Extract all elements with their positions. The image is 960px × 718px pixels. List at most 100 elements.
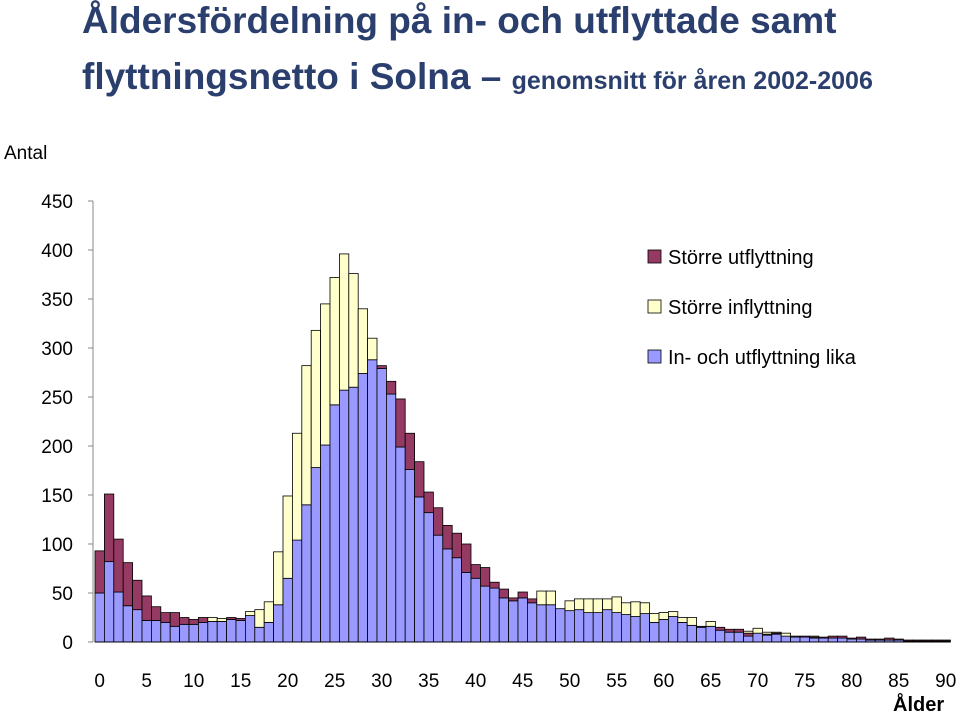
bar-segment — [470, 577, 481, 643]
legend-swatch — [647, 349, 662, 364]
bar-segment — [169, 625, 180, 643]
bar-segment — [254, 609, 265, 628]
bar-segment — [357, 373, 369, 643]
x-tick-label: 40 — [465, 671, 486, 692]
bar-segment — [527, 598, 538, 604]
bar-segment — [536, 604, 547, 643]
x-tick-label: 5 — [141, 671, 152, 692]
bar-segment — [132, 609, 143, 643]
bar-segment — [574, 598, 585, 611]
bar-segment — [197, 617, 209, 623]
bar-segment — [348, 273, 359, 388]
bar-segment — [113, 538, 124, 593]
x-tick-label: 50 — [559, 671, 580, 692]
bar-segment — [414, 496, 425, 643]
bar-segment — [545, 590, 557, 606]
bar-segment — [404, 469, 416, 643]
bar-segment — [432, 534, 444, 643]
bar-segment — [451, 557, 463, 643]
bar-segment — [244, 615, 256, 643]
bar-segment — [442, 524, 453, 550]
bar-segment — [442, 548, 453, 643]
y-tick-label: 0 — [62, 633, 73, 654]
bar-segment — [329, 404, 340, 643]
bar-segment — [94, 592, 105, 643]
bar-segment — [611, 596, 622, 613]
bar-segment — [113, 591, 124, 643]
y-axis-label: Antal — [4, 143, 48, 164]
y-tick-label: 50 — [52, 584, 73, 605]
x-tick-label: 70 — [747, 671, 768, 692]
y-tick-label: 450 — [41, 192, 73, 213]
bar-segment — [893, 638, 904, 641]
bar-segment — [320, 444, 331, 643]
bar-segment — [621, 614, 632, 643]
bar-segment — [639, 602, 651, 614]
bar-segment — [432, 507, 444, 536]
bar-segment — [489, 587, 500, 643]
bar-segment — [132, 579, 143, 611]
bar-segment — [837, 635, 848, 639]
bar-segment — [743, 635, 754, 643]
bar-segment — [696, 625, 707, 628]
bar-segment — [367, 337, 378, 361]
bar-segment — [329, 277, 340, 406]
bar-segment — [827, 635, 839, 639]
bar-segment — [479, 567, 491, 587]
bar-segment — [461, 572, 472, 643]
bar-segment — [771, 633, 782, 643]
bar-segment — [799, 635, 810, 638]
bar-segment — [141, 620, 152, 643]
x-tick-label: 30 — [371, 671, 392, 692]
bar-segment — [536, 590, 547, 606]
bar-segment — [94, 550, 105, 594]
bar-segment — [451, 532, 463, 559]
bar-segment — [611, 612, 622, 643]
bar-segment — [846, 637, 857, 640]
bar-segment — [376, 365, 387, 369]
bar-segment — [122, 605, 133, 643]
x-tick-label: 35 — [418, 671, 439, 692]
bar-segment — [818, 636, 829, 639]
bar-segment — [207, 621, 218, 643]
bar-segment — [752, 632, 763, 643]
bar-segment — [395, 446, 406, 643]
bar-segment — [197, 622, 209, 643]
chart-title-dash: – — [480, 56, 502, 97]
bar-segment — [282, 495, 293, 579]
bar-segment — [752, 627, 763, 634]
bar-segment — [912, 639, 923, 642]
y-tick-label: 400 — [41, 241, 73, 262]
bar-segment — [780, 632, 792, 637]
bar-segment — [527, 602, 538, 643]
bar-segment — [414, 461, 425, 498]
bar-segment — [658, 619, 669, 643]
bar-segment — [574, 609, 585, 643]
bar-segment — [235, 620, 246, 643]
bar-segment — [658, 612, 669, 620]
bar-segment — [517, 597, 528, 643]
legend-label: Större inflyttning — [668, 297, 813, 319]
bar-segment — [677, 617, 688, 623]
bar-segment — [244, 611, 256, 616]
bar-segment — [630, 616, 641, 643]
x-tick-label: 55 — [606, 671, 627, 692]
y-tick-label: 150 — [41, 486, 73, 507]
x-tick-label: 0 — [94, 671, 105, 692]
chart-subtitle: genomsnitt för åren 2002-2006 — [511, 67, 873, 95]
bar-segment — [874, 638, 886, 641]
bar-segment — [508, 597, 519, 602]
x-tick-label: 60 — [653, 671, 674, 692]
bar-segment — [921, 639, 933, 642]
bar-segment — [150, 620, 162, 643]
bar-segment — [357, 308, 369, 374]
legend-label: In- och utflyttning lika — [668, 347, 857, 369]
bar-segment — [715, 629, 726, 643]
bar-segment — [470, 564, 481, 579]
bar-segment — [809, 635, 820, 638]
bar-segment — [338, 253, 350, 391]
legend-label: Större utflyttning — [668, 247, 814, 269]
bar-segment — [273, 604, 284, 643]
bar-segment — [188, 619, 199, 625]
y-tick-label: 100 — [41, 535, 73, 556]
